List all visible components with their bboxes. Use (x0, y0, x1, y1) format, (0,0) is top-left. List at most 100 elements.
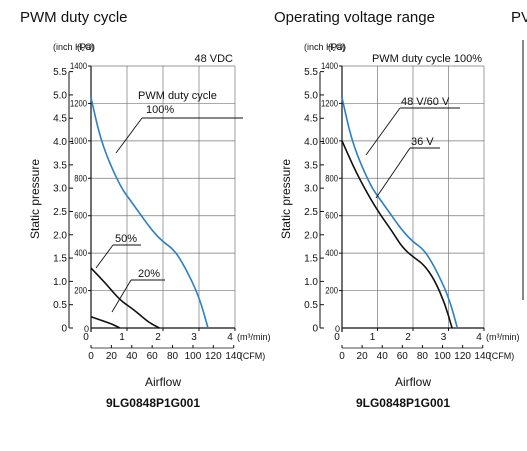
y-units-inch: (inch H₂O) (304, 42, 346, 52)
x-tick-label: 2 (405, 332, 411, 343)
y-tick-label-inch: 5.0 (304, 90, 318, 101)
x2-tick-label: 0 (88, 351, 94, 362)
y-tick-label-pa: 1200 (321, 98, 338, 109)
y-tick-label-inch: 5.5 (53, 67, 67, 78)
x-tick-label: 3 (191, 332, 197, 343)
annotation-label-line2: 100% (146, 104, 174, 116)
y-tick-label-pa: 600 (74, 210, 87, 221)
annotation-label: PWM duty cycle (138, 90, 217, 102)
x-tick-label: 0 (83, 332, 89, 343)
annotation-leader (115, 117, 143, 154)
series-line-48-v-60-v (341, 97, 459, 329)
annotation-label: 20% (138, 268, 160, 280)
y-tick-label-pa: 1200 (70, 98, 87, 109)
y-axis-label: Static pressure (279, 159, 293, 239)
y-tick-label-inch: 3.5 (304, 160, 318, 171)
x2-tick-label: 80 (167, 351, 179, 362)
y-tick-label-inch: 1.5 (53, 254, 67, 265)
y-tick-label-inch: 3.0 (304, 184, 318, 195)
y-tick-label-inch: 2.0 (53, 230, 67, 241)
y-tick-label-inch: 0.5 (53, 300, 67, 311)
x2-tick-label: 140 (474, 351, 491, 362)
y-tick-label-pa: 800 (325, 173, 338, 184)
x2-tick-label: 40 (126, 351, 138, 362)
y-tick-label-pa-zero: 0 (84, 324, 89, 334)
x-tick-label: 4 (476, 332, 482, 343)
x-tick-label: 3 (441, 332, 447, 343)
y-tick-label-inch: 4.5 (53, 114, 67, 125)
y-tick-label-pa: 1400 (70, 60, 87, 71)
annotation-leader (375, 147, 411, 199)
annotation-label: 48 V/60 V (401, 96, 450, 108)
x-tick-label: 1 (119, 332, 125, 343)
x-tick-label: 1 (370, 332, 376, 343)
x-tick-label: 0 (334, 332, 340, 343)
chart-3-title-fragment: PV (511, 9, 527, 26)
x2-tick-label: 40 (377, 351, 389, 362)
y-tick-label-inch: 1.0 (53, 277, 67, 288)
y-tick-label-pa: 800 (74, 173, 87, 184)
x2-tick-label: 80 (417, 351, 429, 362)
x2-tick-label: 60 (397, 351, 409, 362)
x-tick-label: 2 (155, 332, 161, 343)
y-tick-label-pa: 400 (74, 248, 87, 259)
model-number: 9LG0848P1G001 (356, 396, 450, 410)
y-tick-label-pa: 200 (74, 285, 87, 296)
condition-label: 48 VDC (194, 53, 233, 65)
y-tick-label-pa: 200 (325, 285, 338, 296)
chart-1: 200400600800100012001400000.51.01.52.02.… (28, 42, 271, 410)
y-tick-label-inch: 5.5 (304, 67, 318, 78)
series-line-20- (90, 316, 121, 329)
y-tick-label-inch: 1.5 (304, 254, 318, 265)
x2-tick-label: 100 (185, 351, 202, 362)
chart-2-title: Operating voltage range (274, 9, 435, 26)
x2-tick-label: 100 (434, 351, 451, 362)
x-units: (m³/min) (237, 332, 271, 342)
y-tick-label-inch: 3.5 (53, 160, 67, 171)
series-line-100- (90, 97, 209, 329)
x2-tick-label: 0 (339, 351, 345, 362)
y-tick-label-pa-zero: 0 (335, 324, 340, 334)
x2-tick-label: 120 (454, 351, 471, 362)
y-tick-label-inch: 5.0 (53, 90, 67, 101)
series-line-50- (90, 267, 160, 329)
chart-2: 200400600800100012001400000.51.01.52.02.… (279, 42, 520, 410)
x-tick-label: 4 (227, 332, 233, 343)
annotation-leader (365, 107, 401, 156)
x2-units: (CFM) (240, 351, 266, 361)
y-tick-label-pa: 400 (325, 248, 338, 259)
annotation-leader (111, 279, 132, 313)
y-tick-label-pa: 1000 (321, 135, 338, 146)
y-tick-label-inch: 4.0 (53, 137, 67, 148)
y-tick-label-inch: 4.0 (304, 137, 318, 148)
y-tick-label-inch: 4.5 (304, 114, 318, 125)
annotation-label: 36 V (411, 136, 434, 148)
annotation-label: 50% (115, 233, 137, 245)
y-tick-label-pa: 1400 (321, 60, 338, 71)
y-axis-label: Static pressure (28, 159, 42, 239)
x2-tick-label: 20 (106, 351, 118, 362)
y-tick-label-inch: 0 (61, 324, 67, 335)
x-axis-label: Airflow (145, 375, 181, 389)
y-units-pa: (Pa) (77, 42, 94, 52)
y-tick-label-inch: 0 (312, 324, 318, 335)
series-line-36-v (341, 140, 453, 329)
x2-tick-label: 20 (357, 351, 369, 362)
y-tick-label-inch: 2.5 (304, 207, 318, 218)
condition-label: PWM duty cycle 100% (372, 53, 482, 65)
y-tick-label-inch: 1.0 (304, 277, 318, 288)
x-units: (m³/min) (486, 332, 520, 342)
x2-tick-label: 60 (147, 351, 159, 362)
y-tick-label-inch: 2.0 (304, 230, 318, 241)
y-units-pa: (Pa) (328, 42, 345, 52)
chart-1-title: PWM duty cycle (20, 9, 128, 26)
x2-tick-label: 140 (225, 351, 242, 362)
y-tick-label-inch: 3.0 (53, 184, 67, 195)
y-tick-label-pa: 1000 (70, 135, 87, 146)
y-tick-label-inch: 2.5 (53, 207, 67, 218)
annotation-leader (95, 244, 114, 269)
x2-tick-label: 120 (205, 351, 222, 362)
model-number: 9LG0848P1G001 (106, 396, 200, 410)
x-axis-label: Airflow (395, 375, 431, 389)
